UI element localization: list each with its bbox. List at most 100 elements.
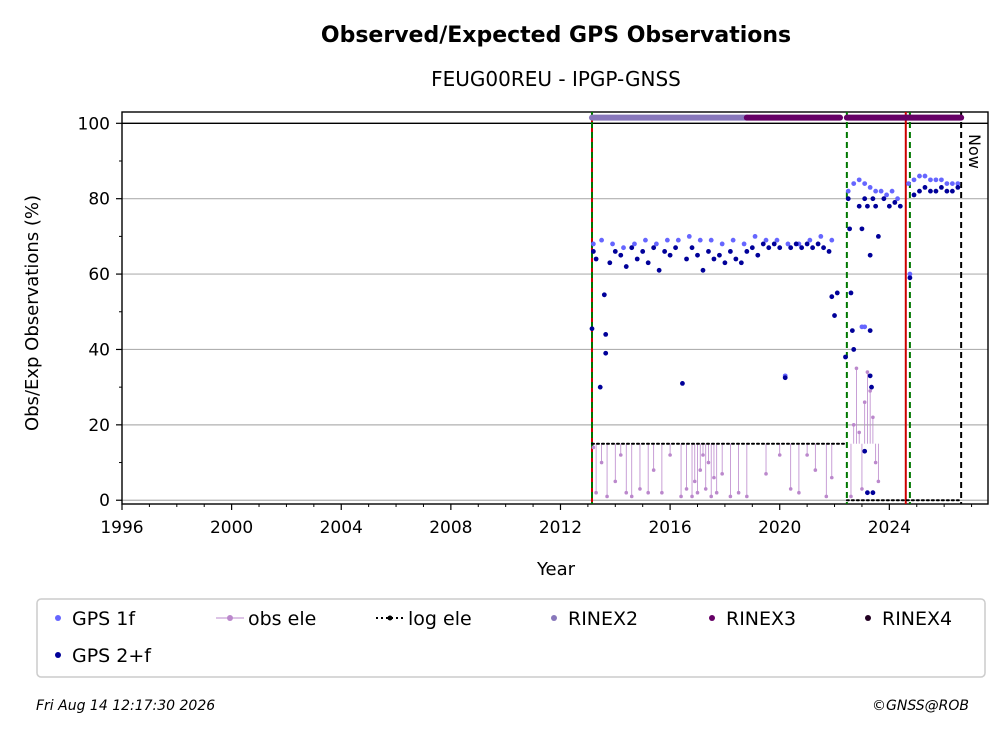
data-point [612, 249, 618, 254]
data-point [618, 252, 624, 258]
x-tick-label: 1996 [100, 518, 143, 538]
x-axis-label: Year [536, 559, 576, 580]
data-point [944, 188, 950, 194]
data-point [668, 453, 672, 457]
data-point [939, 177, 944, 183]
data-point [610, 241, 615, 247]
footer-credit: ©GNSS@ROB [872, 698, 969, 714]
data-point [933, 177, 939, 183]
data-point [821, 245, 826, 251]
x-tick-label: 2008 [429, 518, 472, 538]
y-tick-label: 80 [88, 190, 110, 210]
data-point [675, 237, 681, 243]
data-point [712, 475, 716, 480]
data-point [818, 233, 824, 239]
data-point [632, 241, 637, 247]
data-point [760, 241, 766, 247]
legend-entry: log ele [376, 608, 472, 630]
data-point [591, 445, 596, 450]
chart-subtitle: FEUG00REU - IPGP-GNSS [431, 67, 681, 91]
data-point [875, 233, 881, 239]
data-point [939, 184, 944, 190]
data-point [730, 237, 736, 243]
data-point [869, 384, 874, 390]
data-point [593, 256, 599, 262]
legend-label: GPS 1f [72, 608, 136, 630]
data-point [603, 331, 609, 337]
data-point [832, 313, 837, 318]
data-point [871, 415, 875, 420]
legend: GPS 1f obs ele log ele RINEX2 RINEX3 RINEX4 GP… [36, 598, 986, 678]
data-point [849, 328, 855, 334]
data-point [865, 490, 870, 496]
data-point [651, 245, 657, 251]
data-point [867, 373, 873, 379]
data-point [653, 241, 659, 247]
data-point [876, 479, 881, 484]
data-point [706, 249, 711, 254]
data-point [684, 256, 689, 262]
data-point [607, 260, 613, 266]
data-point [862, 324, 868, 330]
data-point [605, 494, 609, 499]
data-point [771, 241, 777, 247]
legend-entry: RINEX4 [865, 608, 952, 630]
data-point [845, 196, 851, 202]
data-point [933, 188, 939, 194]
data-point [854, 366, 859, 371]
data-point [870, 490, 876, 496]
data-point [856, 177, 862, 183]
data-point [859, 226, 865, 232]
data-point [698, 468, 703, 472]
data-point [745, 494, 749, 499]
data-point [646, 490, 650, 495]
data-point [741, 241, 747, 247]
data-point [738, 260, 744, 266]
footer-timestamp: Fri Aug 14 12:17:30 2026 [36, 698, 215, 714]
data-point [793, 241, 799, 247]
data-point [788, 487, 793, 491]
data-point [810, 245, 816, 251]
data-point [944, 181, 950, 187]
y-tick-label: 40 [88, 340, 110, 360]
data-point [618, 453, 623, 457]
data-point [897, 203, 903, 209]
data-point [847, 226, 853, 232]
data-point [603, 350, 609, 356]
data-point [851, 347, 857, 352]
data-point [922, 184, 928, 190]
data-point [928, 177, 933, 183]
data-point [907, 271, 913, 277]
data-point [662, 249, 668, 254]
data-point [638, 487, 642, 491]
legend-marker [55, 652, 61, 658]
data-point [922, 173, 928, 179]
chart-title: Observed/Expected GPS Observations [321, 23, 791, 48]
data-point [911, 177, 917, 183]
data-point [878, 188, 884, 194]
data-point [873, 460, 878, 465]
data-point [736, 490, 741, 495]
data-point [709, 494, 714, 499]
data-point [955, 181, 961, 187]
data-point [711, 256, 717, 262]
data-point [849, 494, 853, 499]
legend-marker [387, 615, 393, 621]
data-point [703, 487, 708, 491]
data-point [892, 200, 898, 205]
data-point [804, 241, 810, 247]
data-point [774, 237, 780, 243]
data-point [686, 233, 692, 239]
data-point [727, 249, 733, 254]
data-point [690, 494, 694, 499]
data-point [621, 245, 626, 251]
data-point [645, 260, 651, 266]
data-point [590, 241, 596, 247]
data-point [667, 252, 673, 258]
data-point [764, 472, 768, 476]
data-point [845, 188, 851, 194]
data-point [689, 245, 695, 251]
legend-entry: RINEX2 [551, 608, 638, 630]
data-point [949, 181, 955, 187]
